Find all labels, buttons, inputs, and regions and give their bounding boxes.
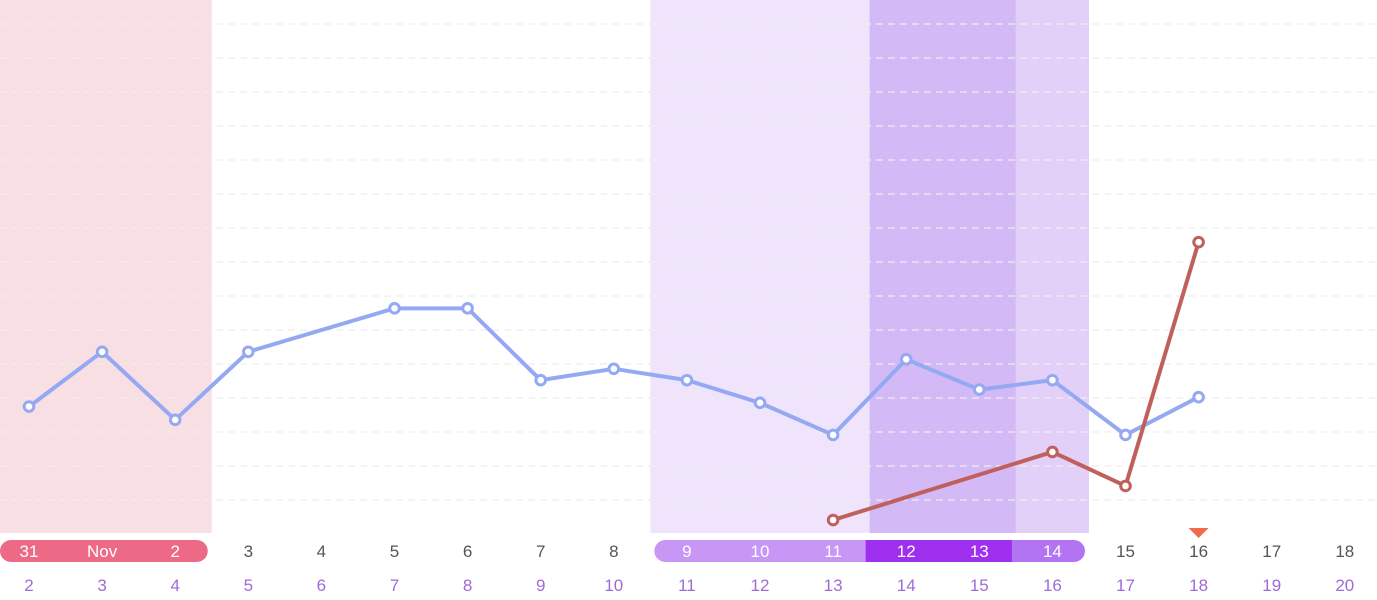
data-point[interactable] <box>1046 373 1059 387</box>
data-point[interactable] <box>826 428 840 442</box>
band-fertile-end <box>1015 0 1089 533</box>
date-pills <box>0 540 1085 562</box>
date-label[interactable]: 10 <box>751 542 770 561</box>
cycle-day-label: 15 <box>970 576 989 595</box>
cycle-day-label: 11 <box>678 576 696 595</box>
date-label[interactable]: 14 <box>1043 542 1062 561</box>
date-pill-join <box>983 540 1016 562</box>
cycle-day-label: 9 <box>536 576 545 595</box>
date-label[interactable]: 31 <box>20 542 39 561</box>
phase-bands <box>0 0 1089 533</box>
data-point[interactable] <box>242 345 255 359</box>
data-point[interactable] <box>1046 445 1059 459</box>
date-axis: 31 Nov 2 3 4 5 6 7 8 9 10 11 12 13 14 15 16 17 18 <box>20 542 1355 561</box>
date-pill <box>873 540 1012 562</box>
data-point[interactable] <box>680 373 694 387</box>
date-label[interactable]: 8 <box>609 542 618 561</box>
date-label[interactable]: 6 <box>463 542 472 561</box>
data-point[interactable] <box>534 373 548 387</box>
date-label[interactable]: Nov <box>87 542 118 561</box>
cycle-day-label: 7 <box>390 576 399 595</box>
data-point[interactable] <box>95 345 109 359</box>
data-point[interactable] <box>168 413 182 427</box>
cycle-day-label: 16 <box>1043 576 1062 595</box>
date-label[interactable]: 4 <box>317 542 326 561</box>
cycle-day-label: 8 <box>463 576 472 595</box>
date-label[interactable]: 12 <box>897 542 916 561</box>
date-label[interactable]: 11 <box>824 542 842 561</box>
band-ovulation <box>869 0 1016 533</box>
cycle-day-label: 14 <box>897 576 916 595</box>
date-pill <box>0 540 208 562</box>
today-marker <box>1188 528 1209 538</box>
date-label[interactable]: 16 <box>1189 542 1208 561</box>
data-point[interactable] <box>899 353 913 366</box>
cycle-day-label: 20 <box>1335 576 1354 595</box>
date-pill-join <box>837 540 870 562</box>
date-pill-join <box>865 540 903 562</box>
data-point[interactable] <box>1119 479 1132 493</box>
date-label[interactable]: 3 <box>244 542 253 561</box>
cycle-day-label: 17 <box>1116 576 1135 595</box>
data-point[interactable] <box>1119 428 1132 442</box>
cycle-day-label: 19 <box>1262 576 1281 595</box>
data-point[interactable] <box>461 302 474 315</box>
date-label[interactable]: 18 <box>1335 542 1354 561</box>
gridlines <box>0 23 1377 501</box>
cycle-day-label: 5 <box>244 576 253 595</box>
data-point[interactable] <box>753 396 767 410</box>
date-label[interactable]: 2 <box>170 542 179 561</box>
cycle-day-label: 13 <box>824 576 843 595</box>
data-point[interactable] <box>22 400 36 413</box>
cycle-day-label: 18 <box>1189 576 1208 595</box>
cycle-day-axis: 2 3 4 5 6 7 8 9 10 11 12 13 14 15 16 17 18 19 20 <box>24 576 1354 595</box>
data-point[interactable] <box>1192 390 1205 404</box>
cycle-day-label: 4 <box>170 576 179 595</box>
date-label[interactable]: 15 <box>1116 542 1135 561</box>
date-label[interactable]: 5 <box>390 542 399 561</box>
cycle-day-label: 6 <box>317 576 326 595</box>
cycle-day-label: 10 <box>604 576 623 595</box>
series-points <box>22 235 1205 527</box>
cycle-day-label: 3 <box>97 576 106 595</box>
today-marker-icon <box>1188 528 1209 538</box>
date-pill <box>654 540 866 562</box>
cycle-day-label: 12 <box>751 576 770 595</box>
data-point[interactable] <box>1192 235 1205 249</box>
date-label[interactable]: 7 <box>536 542 545 561</box>
date-pill-join <box>1011 540 1049 562</box>
date-label[interactable]: 13 <box>970 542 989 561</box>
data-point[interactable] <box>973 383 986 396</box>
data-point[interactable] <box>388 302 401 315</box>
series-lines <box>27 240 1201 522</box>
series-line-2 <box>831 240 1201 522</box>
band-period <box>0 0 212 533</box>
cycle-day-label: 2 <box>24 576 33 595</box>
date-label[interactable]: 17 <box>1262 542 1281 561</box>
date-label[interactable]: 9 <box>682 542 691 561</box>
data-point[interactable] <box>826 513 840 527</box>
data-point[interactable] <box>607 362 621 376</box>
series-line-1 <box>27 306 1201 437</box>
